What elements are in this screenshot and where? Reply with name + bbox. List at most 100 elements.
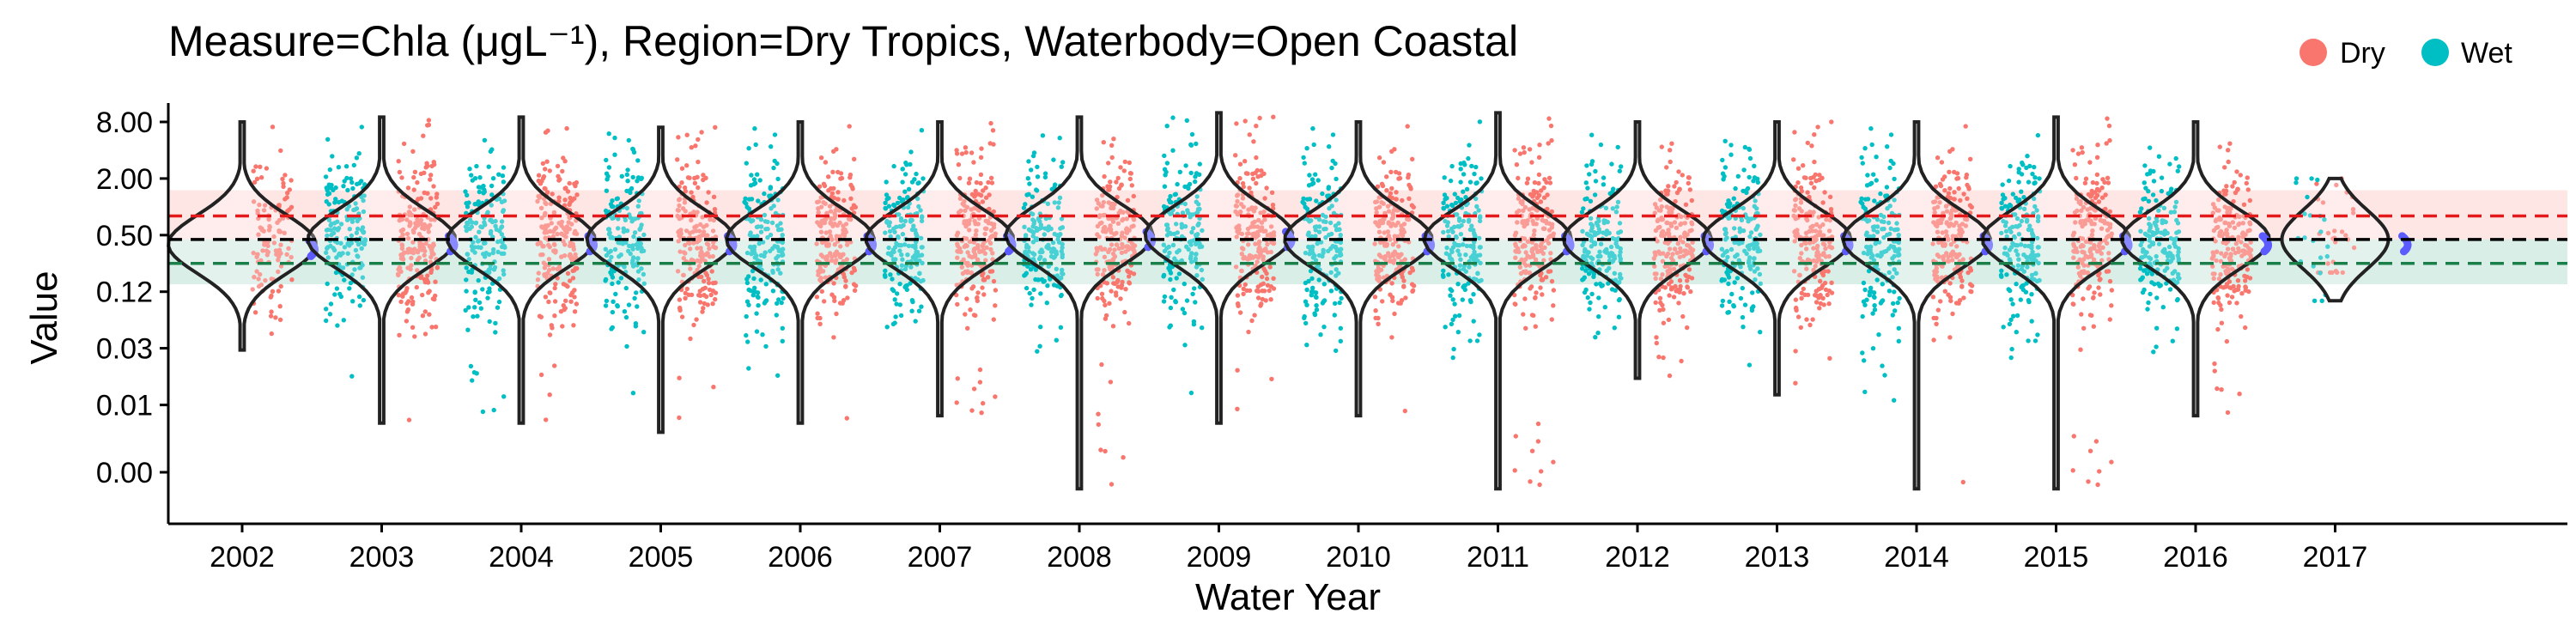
data-point-wet xyxy=(1461,172,1467,177)
data-point-dry xyxy=(1108,179,1113,185)
data-point-wet xyxy=(352,267,357,272)
data-point-wet xyxy=(477,300,483,306)
data-point-wet xyxy=(488,149,494,155)
data-point-dry xyxy=(1816,295,1821,301)
data-point-wet xyxy=(334,286,340,291)
data-point-wet xyxy=(1738,295,1744,301)
data-point-dry xyxy=(988,175,994,180)
data-point-dry xyxy=(675,157,680,162)
data-point-dry xyxy=(844,257,849,262)
data-point-dry xyxy=(411,187,416,192)
data-point-dry xyxy=(562,197,568,203)
data-point-wet xyxy=(1174,276,1179,281)
data-point-dry xyxy=(1127,176,1133,182)
data-point-wet xyxy=(884,325,890,330)
data-point-wet xyxy=(1334,348,1339,354)
data-point-dry xyxy=(396,293,402,298)
data-point-wet xyxy=(472,202,477,207)
data-point-dry xyxy=(1822,190,1827,195)
data-point-wet xyxy=(1598,142,1604,148)
data-point-dry xyxy=(1255,174,1261,179)
data-point-wet xyxy=(1588,198,1594,204)
data-point-wet xyxy=(1999,268,2004,273)
data-point-dry xyxy=(565,189,571,194)
data-point-wet xyxy=(472,250,477,255)
data-point-wet xyxy=(1162,184,1168,189)
data-point-dry xyxy=(426,118,432,123)
data-point-dry xyxy=(1247,185,1252,191)
data-point-dry xyxy=(701,173,706,178)
data-point-wet xyxy=(1302,313,1307,319)
data-point-wet xyxy=(1583,287,1589,293)
data-point-dry xyxy=(708,217,713,222)
data-point-wet xyxy=(360,275,366,280)
data-point-wet xyxy=(778,221,783,226)
data-point-wet xyxy=(1874,155,1879,160)
data-point-dry xyxy=(1676,169,1681,174)
data-point-dry xyxy=(535,198,540,204)
data-point-wet xyxy=(1164,161,1170,166)
data-point-wet xyxy=(1477,119,1483,125)
data-point-dry xyxy=(1934,321,1939,326)
data-point-dry xyxy=(1541,185,1546,191)
data-point-wet xyxy=(1448,287,1453,292)
data-point-wet xyxy=(1467,338,1473,343)
data-point-wet xyxy=(890,287,895,292)
data-point-dry xyxy=(828,251,833,256)
data-point-dry xyxy=(276,203,282,208)
data-point-dry xyxy=(1669,141,1674,146)
data-point-dry xyxy=(1965,196,1970,201)
data-point-dry xyxy=(1805,140,1810,146)
data-point-dry xyxy=(681,256,686,261)
data-point-dry xyxy=(710,289,716,294)
data-point-dry xyxy=(572,309,578,314)
data-point-wet xyxy=(1722,165,1728,170)
data-point-dry xyxy=(1122,309,1127,315)
data-point-dry xyxy=(258,175,264,180)
data-point-wet xyxy=(610,198,615,204)
data-point-dry xyxy=(256,232,261,237)
data-point-dry xyxy=(265,243,270,249)
data-point-wet xyxy=(1601,182,1607,187)
data-point-dry xyxy=(283,173,288,178)
data-point-dry xyxy=(256,276,261,282)
data-point-wet xyxy=(361,229,366,234)
data-point-dry xyxy=(1938,183,1944,189)
data-point-wet xyxy=(1860,313,1865,319)
data-point-dry xyxy=(679,166,685,171)
data-point-dry xyxy=(966,180,972,185)
data-point-dry xyxy=(1242,159,1248,164)
data-point-dry xyxy=(1954,176,1959,181)
data-point-wet xyxy=(343,164,349,169)
data-point-wet xyxy=(1593,168,1598,174)
data-point-wet xyxy=(496,172,501,177)
data-point-wet xyxy=(624,343,629,349)
data-point-wet xyxy=(1999,200,2004,205)
data-point-dry xyxy=(1250,171,1255,177)
data-point-wet xyxy=(490,250,495,256)
data-point-dry xyxy=(1963,124,1968,129)
data-point-wet xyxy=(882,272,888,278)
data-point-wet xyxy=(752,126,757,131)
data-point-dry xyxy=(1545,192,1550,197)
data-point-dry xyxy=(982,226,988,231)
data-point-wet xyxy=(1450,297,1455,302)
data-point-dry xyxy=(709,269,714,274)
data-point-dry xyxy=(572,181,577,186)
data-point-wet xyxy=(1860,161,1865,166)
data-point-dry xyxy=(556,221,562,226)
data-point-wet xyxy=(466,305,471,310)
data-point-wet xyxy=(1455,282,1461,287)
data-point-wet xyxy=(635,256,641,261)
data-point-wet xyxy=(1303,299,1309,304)
data-point-dry xyxy=(422,190,427,196)
data-point-wet xyxy=(1583,180,1589,185)
data-point-wet xyxy=(1865,173,1870,178)
data-point-wet xyxy=(324,185,329,191)
data-point-dry xyxy=(1688,289,1693,295)
data-point-dry xyxy=(1537,143,1542,148)
data-point-dry xyxy=(538,240,543,245)
data-point-dry xyxy=(551,248,556,253)
data-point-wet xyxy=(328,301,334,307)
data-point-wet xyxy=(1441,268,1446,273)
